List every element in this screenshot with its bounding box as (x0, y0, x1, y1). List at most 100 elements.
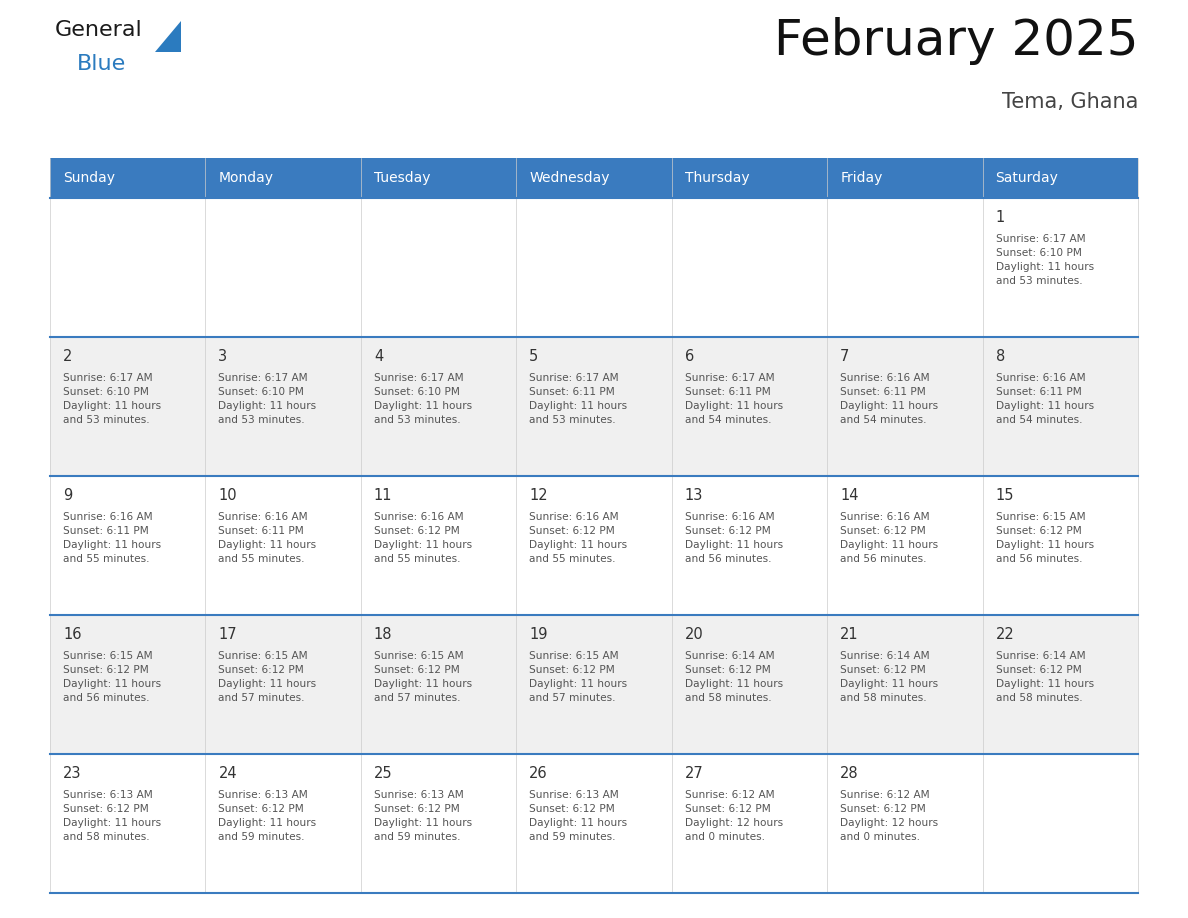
Bar (671, 754, 827, 893)
Text: Sunrise: 6:14 AM
Sunset: 6:12 PM
Daylight: 11 hours
and 58 minutes.: Sunrise: 6:14 AM Sunset: 6:12 PM Dayligh… (684, 651, 783, 703)
Text: Sunrise: 6:13 AM
Sunset: 6:12 PM
Daylight: 11 hours
and 59 minutes.: Sunrise: 6:13 AM Sunset: 6:12 PM Dayligh… (374, 790, 472, 842)
Bar (517, 754, 671, 893)
Text: 8: 8 (996, 349, 1005, 364)
Text: 6: 6 (684, 349, 694, 364)
Bar (517, 198, 671, 337)
Text: 19: 19 (530, 627, 548, 642)
Bar (517, 337, 671, 476)
Bar (671, 615, 827, 754)
Text: 1: 1 (996, 210, 1005, 225)
Text: 20: 20 (684, 627, 703, 642)
Text: Sunrise: 6:13 AM
Sunset: 6:12 PM
Daylight: 11 hours
and 58 minutes.: Sunrise: 6:13 AM Sunset: 6:12 PM Dayligh… (63, 790, 162, 842)
Text: Tuesday: Tuesday (374, 171, 430, 185)
Text: Sunrise: 6:16 AM
Sunset: 6:11 PM
Daylight: 11 hours
and 54 minutes.: Sunrise: 6:16 AM Sunset: 6:11 PM Dayligh… (840, 373, 939, 425)
Text: Sunrise: 6:13 AM
Sunset: 6:12 PM
Daylight: 11 hours
and 59 minutes.: Sunrise: 6:13 AM Sunset: 6:12 PM Dayligh… (219, 790, 316, 842)
Text: 4: 4 (374, 349, 383, 364)
Bar (982, 754, 1138, 893)
Bar (50, 198, 206, 337)
Text: Sunrise: 6:13 AM
Sunset: 6:12 PM
Daylight: 11 hours
and 59 minutes.: Sunrise: 6:13 AM Sunset: 6:12 PM Dayligh… (530, 790, 627, 842)
Text: 7: 7 (840, 349, 849, 364)
Bar (517, 476, 671, 615)
Text: Sunrise: 6:15 AM
Sunset: 6:12 PM
Daylight: 11 hours
and 57 minutes.: Sunrise: 6:15 AM Sunset: 6:12 PM Dayligh… (530, 651, 627, 703)
Bar (982, 337, 1138, 476)
Bar (50, 158, 206, 198)
Bar (206, 198, 361, 337)
Text: Sunrise: 6:16 AM
Sunset: 6:11 PM
Daylight: 11 hours
and 54 minutes.: Sunrise: 6:16 AM Sunset: 6:11 PM Dayligh… (996, 373, 1094, 425)
Text: Sunrise: 6:14 AM
Sunset: 6:12 PM
Daylight: 11 hours
and 58 minutes.: Sunrise: 6:14 AM Sunset: 6:12 PM Dayligh… (996, 651, 1094, 703)
Text: 12: 12 (530, 488, 548, 503)
Text: 3: 3 (219, 349, 228, 364)
Text: 9: 9 (63, 488, 72, 503)
Bar (827, 615, 982, 754)
Text: 18: 18 (374, 627, 392, 642)
Bar (671, 337, 827, 476)
Bar (827, 198, 982, 337)
Bar (671, 198, 827, 337)
Bar (671, 158, 827, 198)
Text: Friday: Friday (840, 171, 883, 185)
Text: Sunrise: 6:17 AM
Sunset: 6:10 PM
Daylight: 11 hours
and 53 minutes.: Sunrise: 6:17 AM Sunset: 6:10 PM Dayligh… (374, 373, 472, 425)
Bar (361, 198, 517, 337)
Text: Sunrise: 6:17 AM
Sunset: 6:10 PM
Daylight: 11 hours
and 53 minutes.: Sunrise: 6:17 AM Sunset: 6:10 PM Dayligh… (996, 234, 1094, 286)
Bar (361, 158, 517, 198)
Text: Sunrise: 6:12 AM
Sunset: 6:12 PM
Daylight: 12 hours
and 0 minutes.: Sunrise: 6:12 AM Sunset: 6:12 PM Dayligh… (684, 790, 783, 842)
Text: Sunrise: 6:16 AM
Sunset: 6:12 PM
Daylight: 11 hours
and 56 minutes.: Sunrise: 6:16 AM Sunset: 6:12 PM Dayligh… (684, 512, 783, 564)
Bar (827, 476, 982, 615)
Bar (361, 337, 517, 476)
Bar (50, 615, 206, 754)
Text: General: General (55, 20, 143, 40)
Text: 17: 17 (219, 627, 238, 642)
Text: Sunrise: 6:17 AM
Sunset: 6:11 PM
Daylight: 11 hours
and 54 minutes.: Sunrise: 6:17 AM Sunset: 6:11 PM Dayligh… (684, 373, 783, 425)
Polygon shape (154, 21, 181, 52)
Text: 15: 15 (996, 488, 1015, 503)
Bar (361, 615, 517, 754)
Bar (50, 476, 206, 615)
Text: Blue: Blue (77, 54, 126, 74)
Text: Sunrise: 6:15 AM
Sunset: 6:12 PM
Daylight: 11 hours
and 56 minutes.: Sunrise: 6:15 AM Sunset: 6:12 PM Dayligh… (996, 512, 1094, 564)
Bar (671, 476, 827, 615)
Text: Sunrise: 6:12 AM
Sunset: 6:12 PM
Daylight: 12 hours
and 0 minutes.: Sunrise: 6:12 AM Sunset: 6:12 PM Dayligh… (840, 790, 939, 842)
Text: Sunrise: 6:15 AM
Sunset: 6:12 PM
Daylight: 11 hours
and 57 minutes.: Sunrise: 6:15 AM Sunset: 6:12 PM Dayligh… (219, 651, 316, 703)
Text: 5: 5 (530, 349, 538, 364)
Bar (827, 337, 982, 476)
Text: February 2025: February 2025 (773, 17, 1138, 65)
Text: 11: 11 (374, 488, 392, 503)
Text: 13: 13 (684, 488, 703, 503)
Bar (827, 158, 982, 198)
Text: Sunrise: 6:16 AM
Sunset: 6:11 PM
Daylight: 11 hours
and 55 minutes.: Sunrise: 6:16 AM Sunset: 6:11 PM Dayligh… (219, 512, 316, 564)
Bar (206, 615, 361, 754)
Text: 10: 10 (219, 488, 238, 503)
Bar (206, 754, 361, 893)
Bar (206, 476, 361, 615)
Text: Tema, Ghana: Tema, Ghana (1001, 92, 1138, 112)
Bar (982, 158, 1138, 198)
Text: 24: 24 (219, 766, 238, 781)
Text: Sunrise: 6:15 AM
Sunset: 6:12 PM
Daylight: 11 hours
and 56 minutes.: Sunrise: 6:15 AM Sunset: 6:12 PM Dayligh… (63, 651, 162, 703)
Bar (517, 615, 671, 754)
Text: 14: 14 (840, 488, 859, 503)
Text: 27: 27 (684, 766, 703, 781)
Text: 23: 23 (63, 766, 82, 781)
Text: Sunrise: 6:17 AM
Sunset: 6:10 PM
Daylight: 11 hours
and 53 minutes.: Sunrise: 6:17 AM Sunset: 6:10 PM Dayligh… (219, 373, 316, 425)
Text: Wednesday: Wednesday (530, 171, 609, 185)
Bar (361, 754, 517, 893)
Text: Sunrise: 6:14 AM
Sunset: 6:12 PM
Daylight: 11 hours
and 58 minutes.: Sunrise: 6:14 AM Sunset: 6:12 PM Dayligh… (840, 651, 939, 703)
Text: Sunrise: 6:17 AM
Sunset: 6:10 PM
Daylight: 11 hours
and 53 minutes.: Sunrise: 6:17 AM Sunset: 6:10 PM Dayligh… (63, 373, 162, 425)
Text: Saturday: Saturday (996, 171, 1059, 185)
Bar (206, 158, 361, 198)
Bar (517, 158, 671, 198)
Text: Thursday: Thursday (684, 171, 750, 185)
Text: Sunrise: 6:16 AM
Sunset: 6:12 PM
Daylight: 11 hours
and 56 minutes.: Sunrise: 6:16 AM Sunset: 6:12 PM Dayligh… (840, 512, 939, 564)
Bar (50, 754, 206, 893)
Text: 28: 28 (840, 766, 859, 781)
Text: Sunrise: 6:16 AM
Sunset: 6:12 PM
Daylight: 11 hours
and 55 minutes.: Sunrise: 6:16 AM Sunset: 6:12 PM Dayligh… (374, 512, 472, 564)
Text: 2: 2 (63, 349, 72, 364)
Bar (206, 337, 361, 476)
Text: 21: 21 (840, 627, 859, 642)
Text: 25: 25 (374, 766, 392, 781)
Bar (982, 615, 1138, 754)
Text: Monday: Monday (219, 171, 273, 185)
Bar (827, 754, 982, 893)
Text: 16: 16 (63, 627, 82, 642)
Text: Sunrise: 6:16 AM
Sunset: 6:12 PM
Daylight: 11 hours
and 55 minutes.: Sunrise: 6:16 AM Sunset: 6:12 PM Dayligh… (530, 512, 627, 564)
